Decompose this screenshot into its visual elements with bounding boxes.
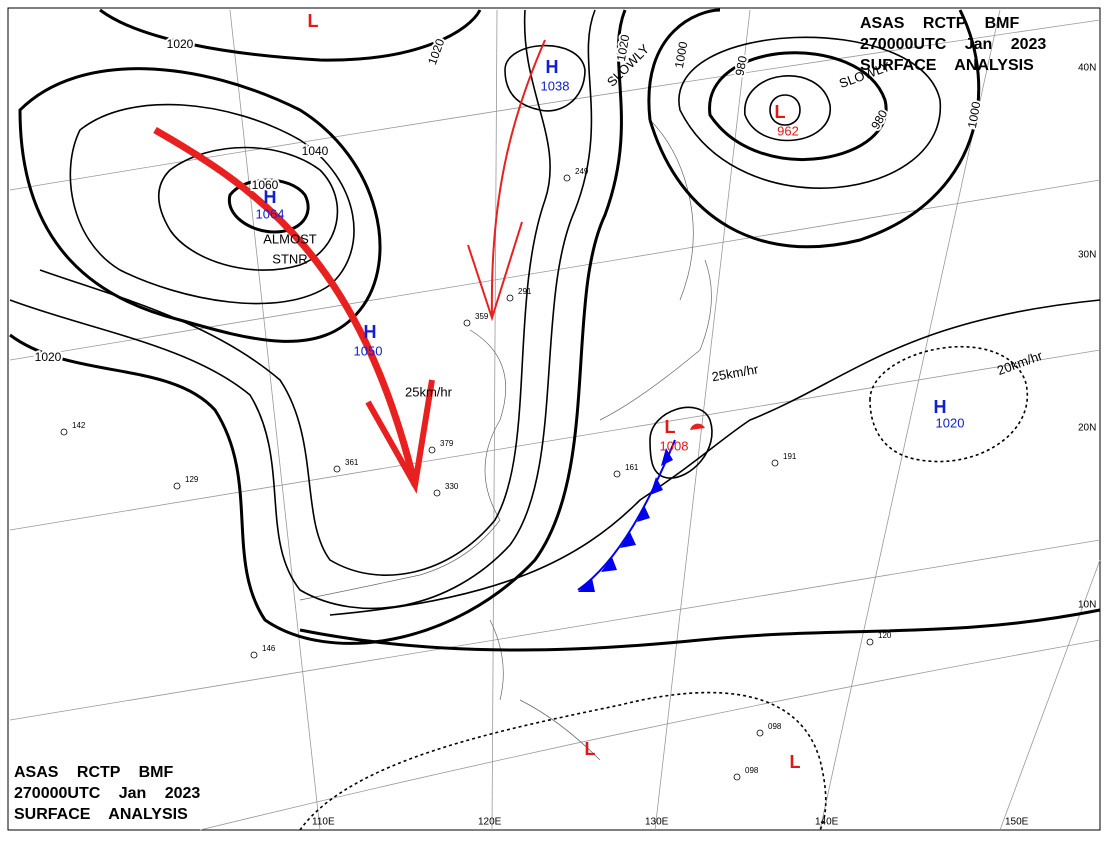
station-marker [463, 319, 471, 327]
isobar-label: 1060 [252, 178, 279, 192]
longitude-label: 140E [815, 817, 839, 828]
station-report: 161 [625, 463, 639, 472]
station-marker [250, 651, 258, 659]
system-pressure: 1020 [936, 415, 965, 430]
header-line: SURFACE ANALYSIS [860, 57, 1034, 74]
system-label: L [775, 102, 786, 122]
station-marker [613, 470, 621, 478]
note: STNR [272, 251, 307, 266]
station-marker [563, 174, 571, 182]
latitude-label: 10N [1078, 600, 1096, 611]
station-marker [756, 729, 764, 737]
isobar-label: 1000 [672, 40, 690, 69]
station-report: 098 [768, 722, 782, 731]
isobar-label: 1020 [35, 350, 62, 364]
station-marker [733, 773, 741, 781]
isobar-label: 1000 [965, 100, 983, 129]
station-marker [428, 446, 436, 454]
system-pressure: 1038 [541, 78, 570, 93]
map-frame [7, 7, 1101, 831]
header-line: ASAS RCTP BMF [14, 764, 173, 781]
header-line: ASAS RCTP BMF [860, 15, 1019, 32]
system-label: H [264, 187, 277, 207]
system-pressure: 1050 [354, 343, 383, 358]
longitude-label: 150E [1005, 817, 1029, 828]
station-report: 142 [72, 421, 86, 430]
isobars [9, 8, 1101, 831]
latitude-label: 20N [1078, 423, 1096, 434]
station-marker [866, 638, 874, 646]
system-label: L [308, 11, 319, 31]
system-label: H [934, 397, 947, 417]
station-marker [173, 482, 181, 490]
longitude-label: 110E [312, 817, 335, 828]
motion-label: 25km/hr [405, 384, 453, 399]
station-marker [333, 465, 341, 473]
system-pressure: 1064 [256, 206, 285, 221]
system-label: H [364, 322, 377, 342]
system-label: L [790, 752, 801, 772]
station-report: 191 [783, 452, 797, 461]
station-marker [433, 489, 441, 497]
station-marker [771, 459, 779, 467]
system-label: L [665, 417, 676, 437]
header-line: 270000UTC Jan 2023 [860, 36, 1046, 53]
station-report: 146 [262, 644, 276, 653]
graticule [9, 9, 1101, 831]
system-label: H [546, 57, 559, 77]
system-pressure: 1008 [660, 438, 689, 453]
station-report: 359 [475, 312, 489, 321]
latitude-label: 40N [1078, 63, 1096, 74]
isobar-label: 1020 [167, 37, 194, 51]
station-report: 379 [440, 439, 454, 448]
system-pressure: 962 [777, 123, 799, 138]
station-report: 330 [445, 482, 459, 491]
station-report: 249 [575, 167, 589, 176]
isobar-label: 1040 [302, 144, 329, 158]
header-line: 270000UTC Jan 2023 [14, 785, 200, 802]
coastlines [299, 119, 712, 761]
station-report: 098 [745, 766, 759, 775]
header-line: SURFACE ANALYSIS [14, 806, 188, 823]
latitude-label: 30N [1078, 250, 1096, 261]
isobar-label: 980 [733, 54, 750, 76]
note: ALMOST [263, 231, 317, 246]
cold-front [577, 423, 705, 592]
station-report: 291 [518, 287, 532, 296]
station-marker [60, 428, 68, 436]
station-marker [506, 294, 514, 302]
station-report: 361 [345, 458, 359, 467]
isobar-label: 1020 [614, 33, 632, 62]
station-report: 120 [878, 631, 892, 640]
station-report: 129 [185, 475, 199, 484]
system-label: L [585, 739, 596, 759]
analysis-arrows [153, 39, 546, 494]
longitude-label: 130E [645, 817, 669, 828]
longitude-label: 120E [478, 817, 502, 828]
